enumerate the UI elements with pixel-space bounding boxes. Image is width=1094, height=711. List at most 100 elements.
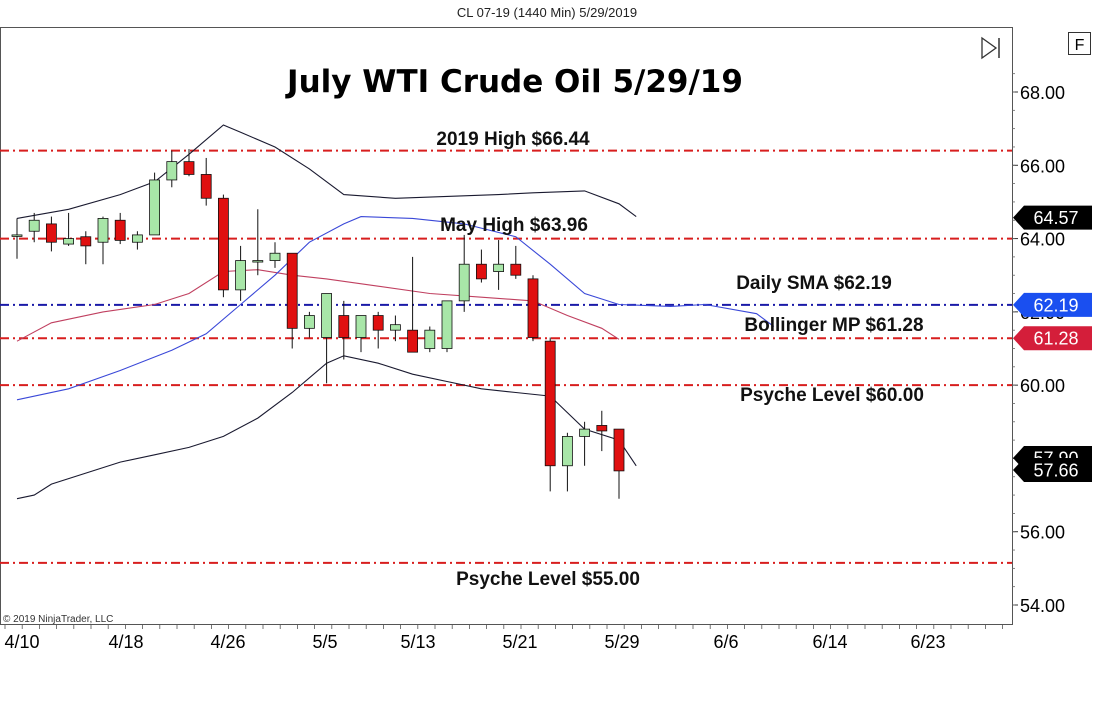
price-tag-2: 61.28 (1013, 326, 1092, 351)
price-tag-1: 62.19 (1013, 292, 1092, 317)
candle-body (510, 263, 522, 276)
candle-27 (475, 249, 487, 283)
price-tag-label: 64.57 (1033, 208, 1078, 228)
y-tick-label-3: 60.00 (1020, 376, 1065, 396)
candle-body (28, 219, 40, 232)
level-label-0: 2019 High $66.44 (436, 129, 590, 150)
candle-2 (46, 216, 57, 252)
y-tick-label-5: 64.00 (1020, 230, 1065, 250)
skip-to-end-icon[interactable] (981, 36, 1000, 60)
y-tick-label-0: 54.00 (1020, 596, 1065, 616)
candle-17 (303, 311, 315, 338)
price-tag-shape (1013, 326, 1092, 351)
x-tick-label-0: 4/10 (4, 632, 39, 652)
candle-21 (372, 311, 384, 349)
candle-body (217, 197, 229, 291)
copyright-text: © 2019 NinjaTrader, LLC (3, 614, 113, 625)
x-tick-label-7: 6/6 (713, 632, 738, 652)
candle-body (441, 300, 453, 349)
candle-body (458, 263, 470, 302)
candle-33 (579, 421, 590, 466)
candle-13 (235, 245, 247, 301)
x-tick-label-1: 4/18 (108, 632, 143, 652)
candle-body (252, 260, 264, 263)
sma-line (16, 216, 775, 401)
candle-35 (613, 428, 625, 499)
candle-11 (200, 157, 212, 206)
candle-18 (321, 293, 333, 384)
candle-body (63, 238, 74, 245)
candlesticks[interactable] (11, 149, 625, 499)
candle-body (321, 293, 333, 338)
bollinger-middle-line (16, 269, 620, 342)
level-labels: 2019 High $66.44 May High $63.96 Daily SMA… (436, 129, 923, 590)
candle-body (338, 315, 350, 338)
candle-7 (131, 231, 143, 250)
candle-body (562, 436, 573, 467)
candle-body (424, 329, 436, 349)
price-tag-shape (1013, 292, 1092, 317)
candle-body (235, 260, 247, 291)
candle-body (286, 252, 298, 329)
candle-19 (338, 300, 350, 360)
candle-body (596, 425, 608, 432)
candle-20 (355, 315, 367, 353)
y-tick-label-1: 56.00 (1020, 523, 1065, 543)
f-button[interactable]: F (1068, 32, 1091, 55)
candle-25 (441, 300, 453, 353)
candle-22 (389, 315, 401, 342)
price-tag-shape (1013, 458, 1092, 482)
candle-29 (510, 245, 522, 279)
x-axis: 4/10 4/18 4/26 5/5 5/13 5/21 5/29 6/6 6/14 6/23 (4, 625, 1003, 652)
candle-8 (149, 172, 161, 236)
price-tag-label: 61.28 (1033, 329, 1078, 349)
candle-31 (544, 337, 556, 492)
candle-body (372, 315, 384, 331)
candle-body (166, 161, 178, 181)
price-tag-label: 62.19 (1033, 295, 1078, 315)
x-tick-label-8: 6/14 (812, 632, 847, 652)
x-tick-label-3: 5/5 (312, 632, 337, 652)
candle-0 (11, 218, 23, 259)
candle-23 (407, 256, 419, 353)
price-tag-4: 57.66 (1013, 458, 1092, 482)
x-tick-label-5: 5/21 (502, 632, 537, 652)
f-button-label: F (1075, 37, 1085, 54)
candle-1 (28, 212, 40, 243)
candle-14 (252, 209, 264, 276)
horizontal-levels (0, 149, 1012, 564)
candle-32 (562, 432, 573, 492)
candle-body (183, 161, 195, 175)
candle-6 (114, 212, 126, 245)
price-tag-label: 57.66 (1033, 461, 1078, 481)
candle-body (11, 234, 23, 237)
candle-24 (424, 326, 436, 353)
candle-body (114, 219, 126, 241)
y-tick-label-7: 68.00 (1020, 83, 1065, 103)
price-tag-shape (1013, 205, 1092, 230)
candle-body (544, 340, 556, 467)
chart-header: CL 07-19 (1440 Min) 5/29/2019 (456, 5, 638, 20)
candle-9 (166, 150, 178, 188)
candle-body (149, 179, 161, 236)
candle-body (579, 428, 590, 437)
x-tick-label-6: 5/29 (604, 632, 639, 652)
candle-12 (217, 194, 229, 298)
candle-body (46, 223, 57, 243)
x-tick-label-2: 4/26 (210, 632, 245, 652)
x-tick-label-4: 5/13 (400, 632, 435, 652)
candle-3 (63, 212, 74, 246)
candle-4 (80, 231, 92, 265)
candle-body (613, 428, 625, 472)
level-label-4: Psyche Level $60.00 (740, 385, 924, 406)
candle-15 (269, 242, 281, 268)
candle-body (407, 329, 419, 353)
candle-body (527, 278, 539, 338)
x-tick-label-9: 6/23 (910, 632, 945, 652)
bollinger-upper-line (16, 124, 637, 219)
price-tag-0: 64.57 (1013, 205, 1092, 230)
indicator-lines (16, 124, 775, 500)
level-label-2: Daily SMA $62.19 (736, 273, 892, 294)
